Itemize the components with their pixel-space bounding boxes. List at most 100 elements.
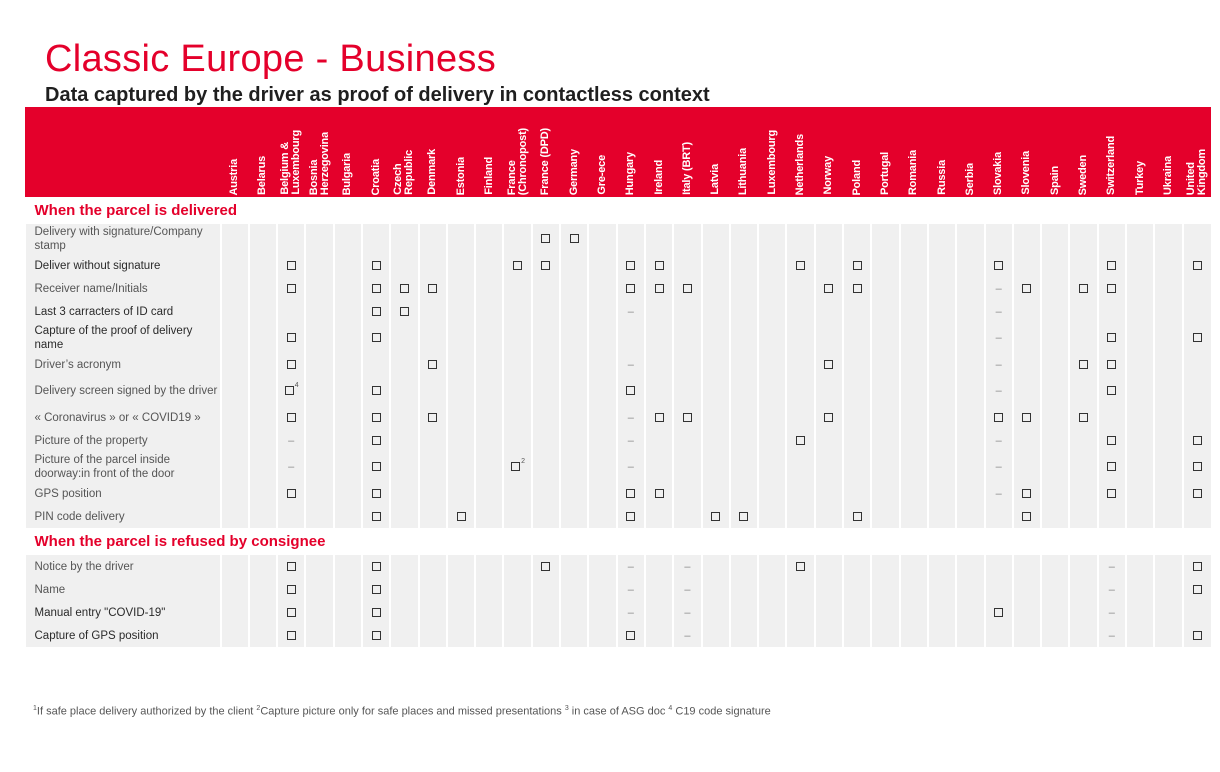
table-cell [813, 578, 844, 601]
table-cell [445, 555, 476, 578]
table-cell [1068, 578, 1098, 601]
table-cell [304, 505, 334, 528]
table-cell [785, 601, 815, 624]
table-cell [1068, 601, 1098, 624]
section-header-row: When the parcel is delivered [25, 197, 1211, 224]
table-cell [1068, 224, 1098, 254]
table-cell [332, 578, 362, 601]
checkbox-icon [654, 283, 664, 293]
table-cell [1124, 277, 1155, 300]
country-name: Denmark [427, 149, 439, 195]
checkbox-icon [371, 488, 381, 498]
table-cell [785, 254, 815, 277]
country-header: Serbia [955, 107, 985, 197]
table-cell [502, 406, 532, 429]
table-cell [728, 482, 759, 505]
country-header: France (DPD) [531, 107, 561, 197]
table-cell [672, 277, 702, 300]
checkbox-icon [371, 584, 381, 594]
checkbox-icon [286, 412, 296, 422]
country-name: Germany [568, 148, 580, 195]
table-cell [332, 323, 362, 353]
table-cell [304, 300, 334, 323]
table-cell [559, 482, 589, 505]
table-cell [926, 578, 957, 601]
checkbox-icon [626, 488, 636, 498]
table-cell [615, 624, 645, 647]
table-cell [502, 482, 532, 505]
table-cell [842, 482, 872, 505]
table-cell [389, 406, 419, 429]
country-header: Belgium & Luxembourg [276, 107, 306, 197]
row-label: PIN code delivery [25, 505, 221, 528]
table-cell [813, 555, 844, 578]
table-cell [757, 624, 787, 647]
table-cell [1011, 323, 1042, 353]
country-header: Slovakia [984, 107, 1013, 197]
checkbox-icon [1192, 584, 1202, 594]
table-cell [842, 300, 872, 323]
checkbox-icon [994, 607, 1004, 617]
table-cell [445, 601, 476, 624]
country-header: Estonia [446, 107, 476, 197]
checkbox-icon [682, 412, 692, 422]
checkbox-icon [371, 386, 381, 396]
table-cell [757, 578, 787, 601]
table-cell [926, 376, 957, 406]
table-cell [247, 452, 278, 482]
table-cell [360, 505, 391, 528]
proof-of-delivery-table: Austria Belarus Belgium & Luxembourg Bosnia… [25, 107, 1211, 647]
checkbox-icon [682, 283, 692, 293]
table-cell [219, 555, 249, 578]
country-header: Norway [814, 107, 844, 197]
table-cell [417, 482, 447, 505]
table-cell [813, 601, 844, 624]
table-cell [219, 624, 249, 647]
checkbox-icon [371, 333, 381, 343]
country-header: Portugal [870, 107, 900, 197]
table-cell [417, 376, 447, 406]
row-label: Receiver name/Initials [25, 277, 221, 300]
table-cell [813, 429, 844, 452]
table-cell [813, 323, 844, 353]
table-cell [1153, 601, 1183, 624]
table-cell [898, 429, 928, 452]
table-cell [1068, 482, 1098, 505]
table-cell [1181, 300, 1211, 323]
table-cell: – [615, 555, 645, 578]
table-cell [842, 555, 872, 578]
table-cell [389, 376, 419, 406]
table-cell [757, 254, 787, 277]
country-header: Switzerland [1097, 107, 1126, 197]
table-cell [1153, 353, 1183, 376]
footnote: 1If safe place delivery authorized by th… [33, 705, 771, 718]
table-cell [304, 376, 334, 406]
table-cell: – [276, 452, 306, 482]
table-cell [219, 254, 249, 277]
table-row: Picture of the property – – – [25, 429, 1211, 452]
table-cell [983, 578, 1013, 601]
row-label: Picture of the property [25, 429, 221, 452]
table-cell [332, 300, 362, 323]
checkbox-icon [796, 260, 806, 270]
table-cell: – [1096, 578, 1126, 601]
table-cell [785, 277, 815, 300]
table-cell [1153, 505, 1183, 528]
table-cell [813, 254, 844, 277]
table-cell [559, 300, 589, 323]
table-cell [304, 277, 334, 300]
table-cell [332, 224, 362, 254]
table-cell [1040, 578, 1070, 601]
table-row: Name – – – [25, 578, 1211, 601]
country-header: France (Chronopost) [502, 107, 532, 197]
table-cell [1153, 376, 1183, 406]
table-row: Driver’s acronym – – [25, 353, 1211, 376]
country-header: Croatia [361, 107, 391, 197]
table-cell [417, 601, 447, 624]
table-cell [474, 601, 504, 624]
table-cell [643, 323, 674, 353]
table-cell [672, 254, 702, 277]
table-cell [417, 224, 447, 254]
table-cell [276, 482, 306, 505]
table-cell [643, 353, 674, 376]
